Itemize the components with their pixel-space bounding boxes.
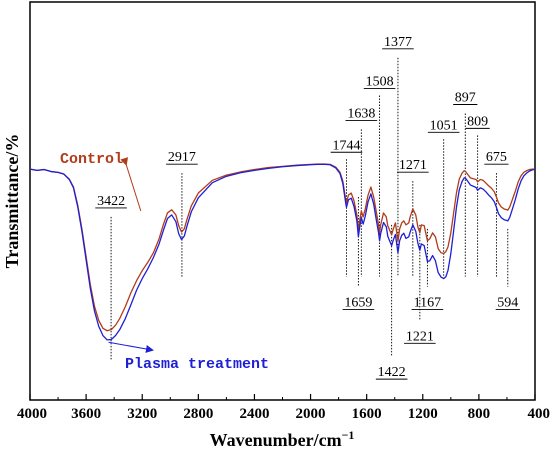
x-axis-title: Wavenumber/cm−1 [210, 428, 355, 450]
peak-label-897: 897 [455, 91, 476, 106]
x-tick-label-800: 800 [468, 406, 491, 422]
x-tick-label-3200: 3200 [127, 406, 157, 422]
x-tick-label-1600: 1600 [352, 406, 382, 422]
x-tick-label-4000: 4000 [17, 406, 47, 422]
plot-frame [29, 1, 536, 401]
series-label-control: Control [60, 151, 123, 168]
y-axis-title: Transmittance/% [2, 134, 22, 269]
x-tick-label-2000: 2000 [296, 406, 326, 422]
peak-label-2917: 2917 [168, 150, 196, 165]
peak-annotations: 3422 2917 1744 1638 1508 1377 1271 1051 897 809 67… [95, 35, 520, 380]
series-labels: Control Plasma treatment [60, 151, 269, 373]
x-tick-label-2800: 2800 [183, 406, 213, 422]
peak-label-1659: 1659 [344, 295, 372, 310]
series-group [29, 163, 536, 341]
x-tick-label-2400: 2400 [239, 406, 269, 422]
peak-label-1167: 1167 [414, 295, 441, 310]
peak-label-594: 594 [497, 295, 518, 310]
control-arrow [120, 157, 142, 212]
x-tick-label-1200: 1200 [408, 406, 438, 422]
peak-label-1508: 1508 [366, 75, 394, 90]
peak-label-1422: 1422 [378, 365, 406, 380]
peak-label-1377: 1377 [384, 35, 412, 50]
peak-label-1638: 1638 [347, 106, 375, 121]
peak-label-809: 809 [467, 114, 488, 129]
peak-label-3422: 3422 [97, 194, 125, 209]
peak-label-1744: 1744 [332, 138, 360, 153]
peak-label-675: 675 [486, 150, 507, 165]
x-axis: 4000 3600 3200 2800 2400 2000 1600 1200 800 400 [17, 394, 550, 422]
peak-label-1221: 1221 [406, 329, 434, 344]
plasma-arrow [108, 341, 154, 353]
series-line-plasma-treatment [29, 163, 536, 341]
series-label-plasma-treatment: Plasma treatment [125, 356, 269, 373]
series-line-control [29, 163, 535, 332]
x-tick-label-3600: 3600 [71, 406, 101, 422]
x-tick-label-400: 400 [528, 406, 550, 422]
peak-label-1271: 1271 [399, 158, 427, 173]
peak-label-1051: 1051 [430, 118, 458, 133]
